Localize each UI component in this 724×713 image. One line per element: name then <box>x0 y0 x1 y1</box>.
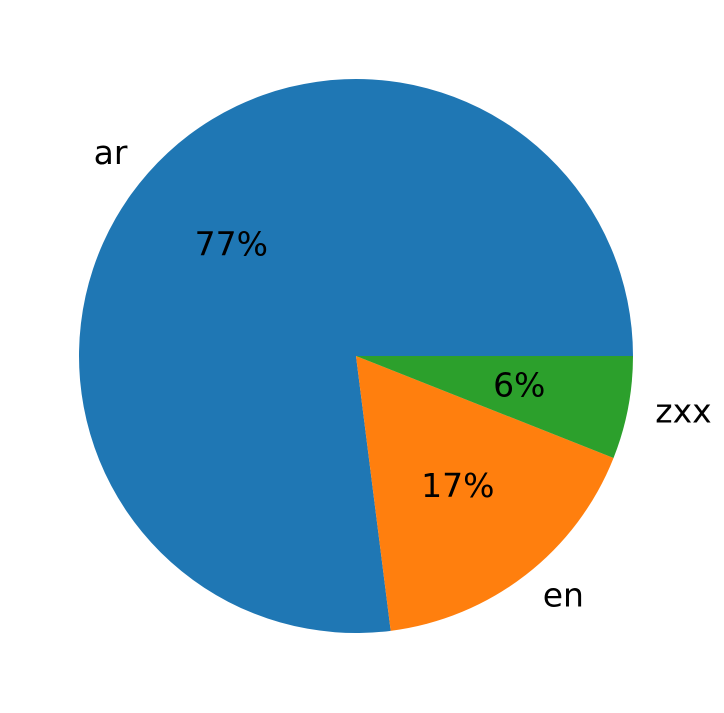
percent-label: 17% <box>421 466 494 505</box>
slice-label: en <box>543 575 584 614</box>
pie-slice <box>78 79 633 634</box>
percent-label: 6% <box>493 366 545 405</box>
slice-label: zxx <box>655 392 711 431</box>
pie-slice <box>356 356 633 458</box>
pie-slice <box>356 356 614 631</box>
percent-label: 77% <box>195 225 268 264</box>
slice-label: ar <box>94 133 128 172</box>
